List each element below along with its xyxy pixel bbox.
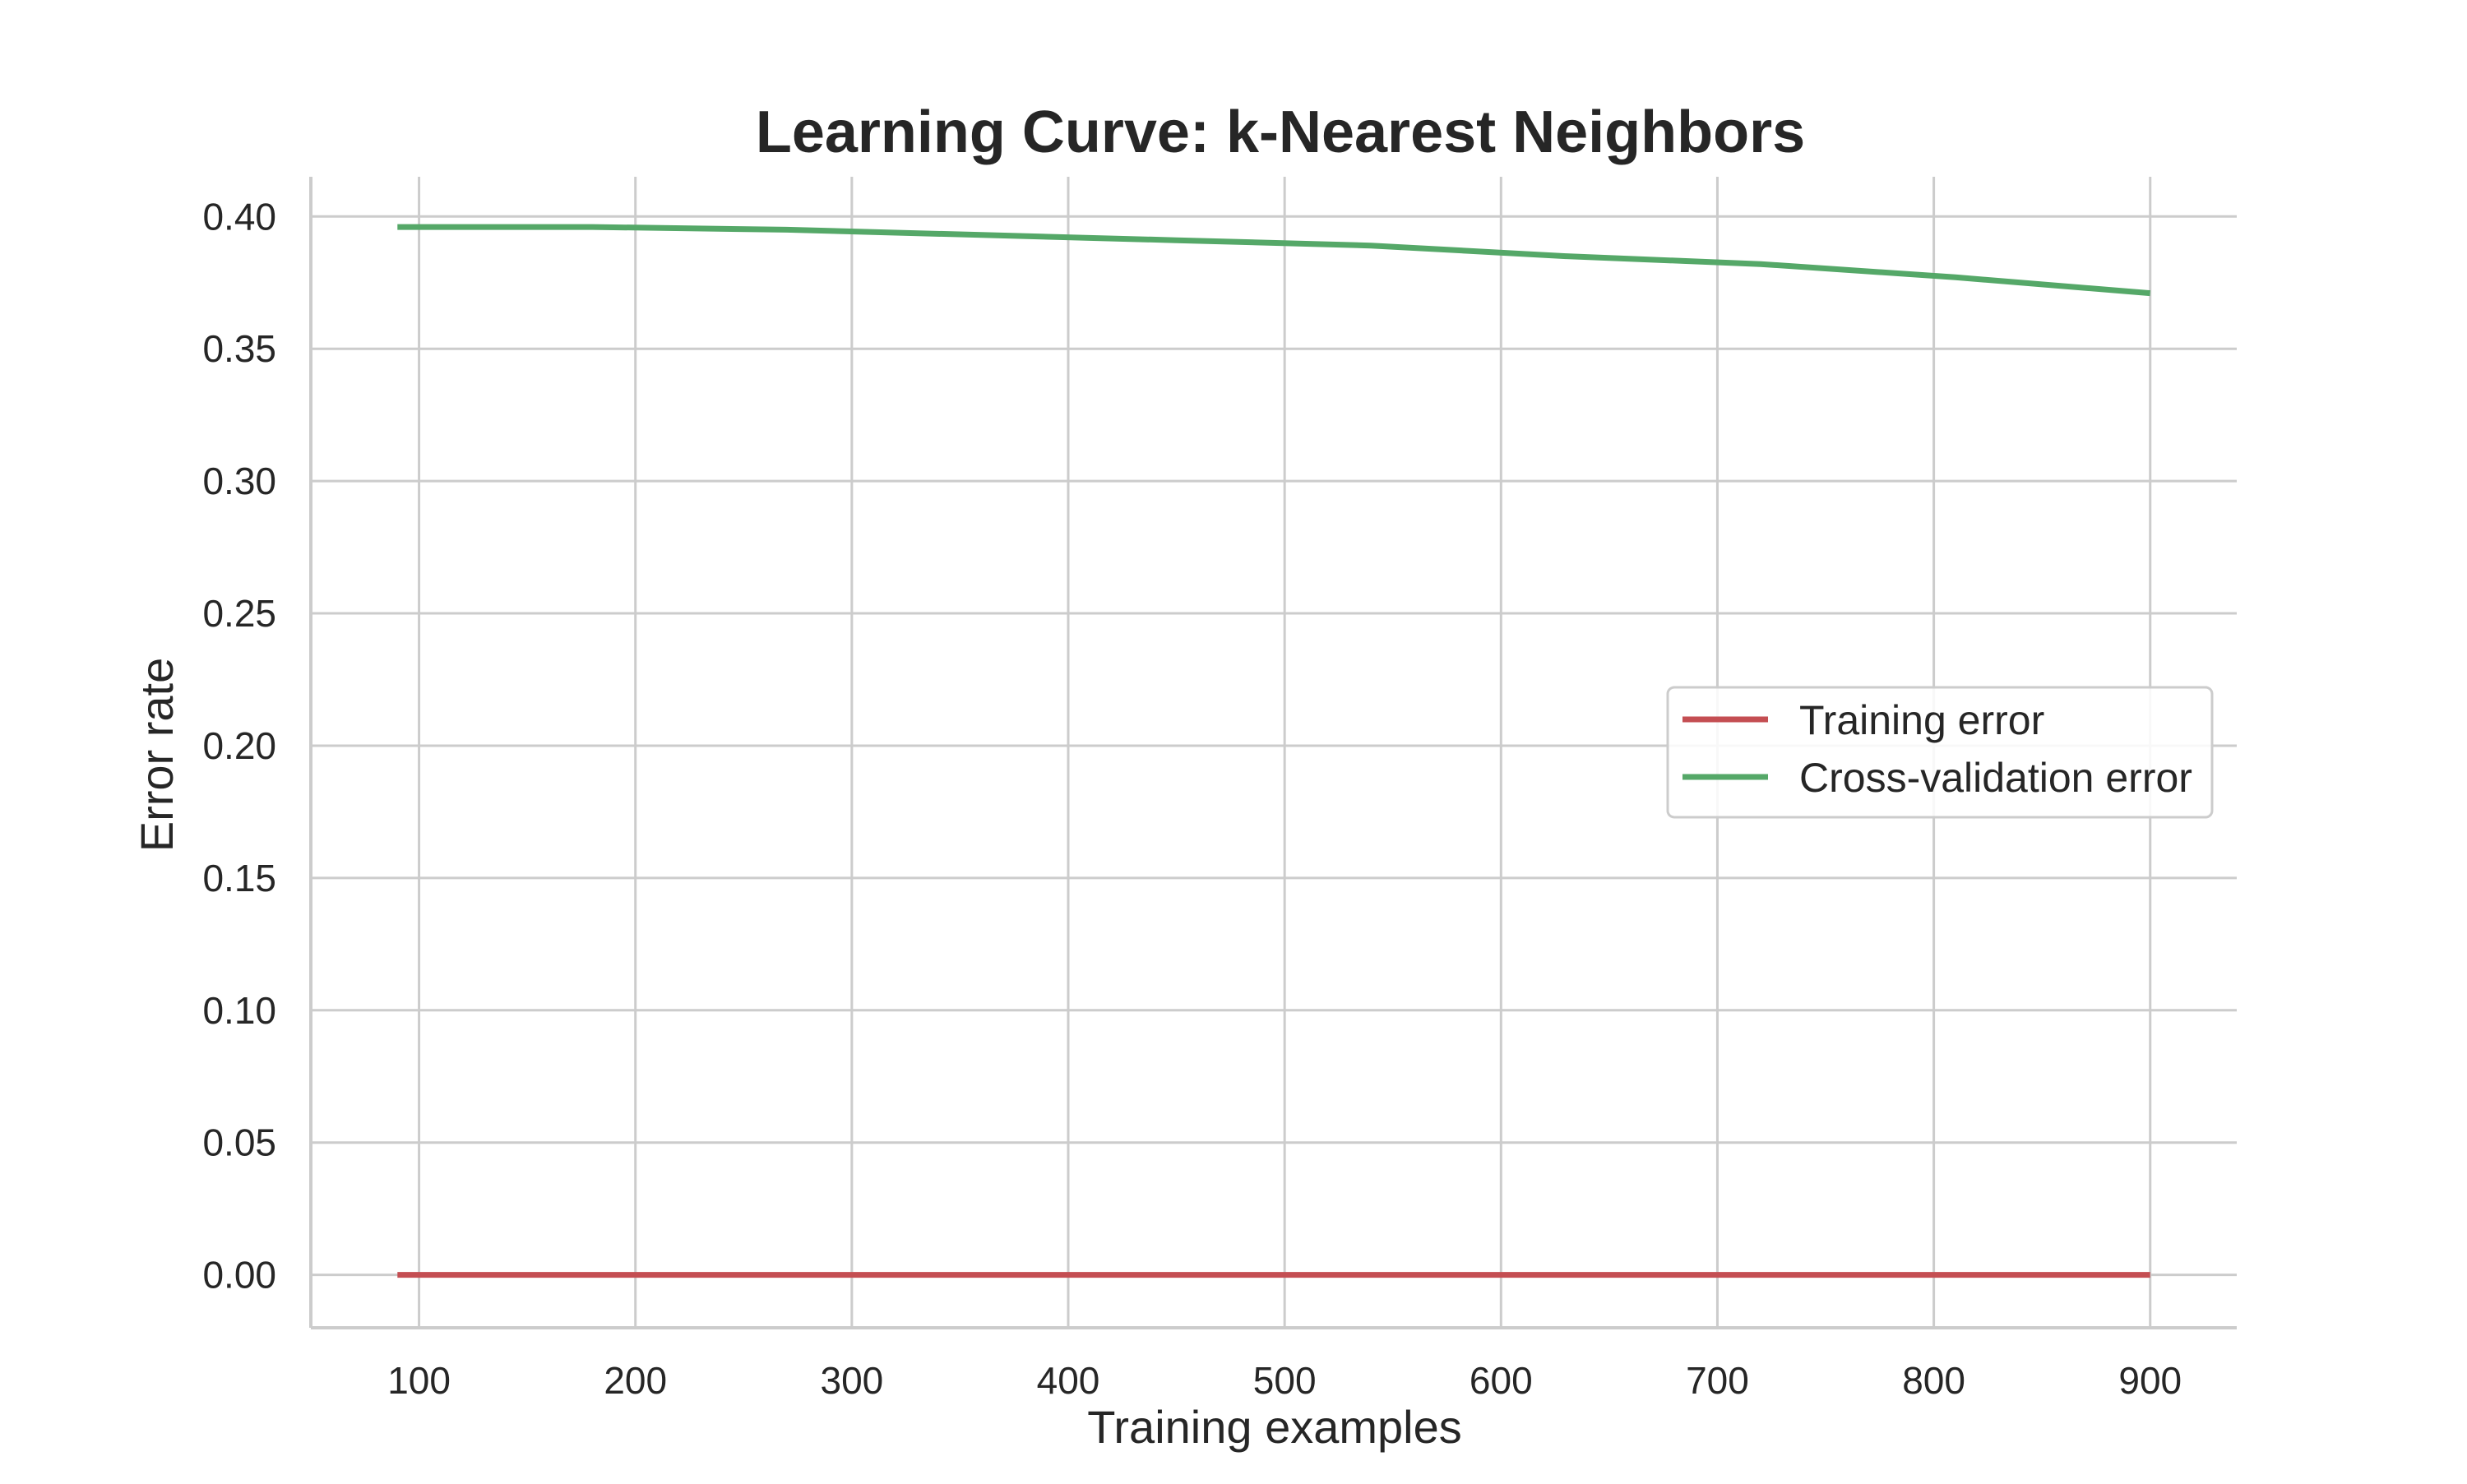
y-tick-label-0.25: 0.25 — [202, 592, 276, 635]
x-tick-label-100: 100 — [387, 1359, 451, 1402]
axes-layer — [309, 177, 2237, 1329]
y-tick-label-0.30: 0.30 — [202, 460, 276, 502]
y-axis-label: Error rate — [131, 658, 183, 853]
y-tick-label-0.35: 0.35 — [202, 327, 276, 370]
ticks-layer: 100 200 300 400 500 600 700 800 900 0.00 0.05 0.10 0… — [202, 195, 2182, 1402]
chart-title: Learning Curve: k-Nearest Neighbors — [756, 99, 1805, 165]
legend: Training error Cross-validation error — [1666, 686, 2214, 819]
y-tick-label-0.40: 0.40 — [202, 195, 276, 238]
y-tick-label-0.10: 0.10 — [202, 989, 276, 1032]
y-tick-label-0.00: 0.00 — [202, 1254, 276, 1297]
legend-label-cross-validation-error: Cross-validation error — [1799, 755, 2192, 801]
x-tick-label-300: 300 — [820, 1359, 883, 1402]
x-tick-label-200: 200 — [604, 1359, 667, 1402]
x-axis-label: Training examples — [1087, 1401, 1461, 1453]
series-layer — [397, 224, 2150, 1278]
x-tick-label-500: 500 — [1253, 1359, 1317, 1402]
series-line-cross-validation-error — [397, 224, 2150, 297]
x-tick-label-400: 400 — [1037, 1359, 1100, 1402]
y-tick-label-0.05: 0.05 — [202, 1121, 276, 1164]
x-tick-label-600: 600 — [1470, 1359, 1533, 1402]
x-tick-label-800: 800 — [1902, 1359, 1965, 1402]
legend-frame — [1666, 686, 2214, 819]
legend-label-training-error: Training error — [1799, 697, 2044, 743]
y-tick-label-0.20: 0.20 — [202, 724, 276, 767]
x-tick-label-700: 700 — [1686, 1359, 1749, 1402]
y-tick-label-0.15: 0.15 — [202, 857, 276, 899]
x-tick-label-900: 900 — [2118, 1359, 2182, 1402]
